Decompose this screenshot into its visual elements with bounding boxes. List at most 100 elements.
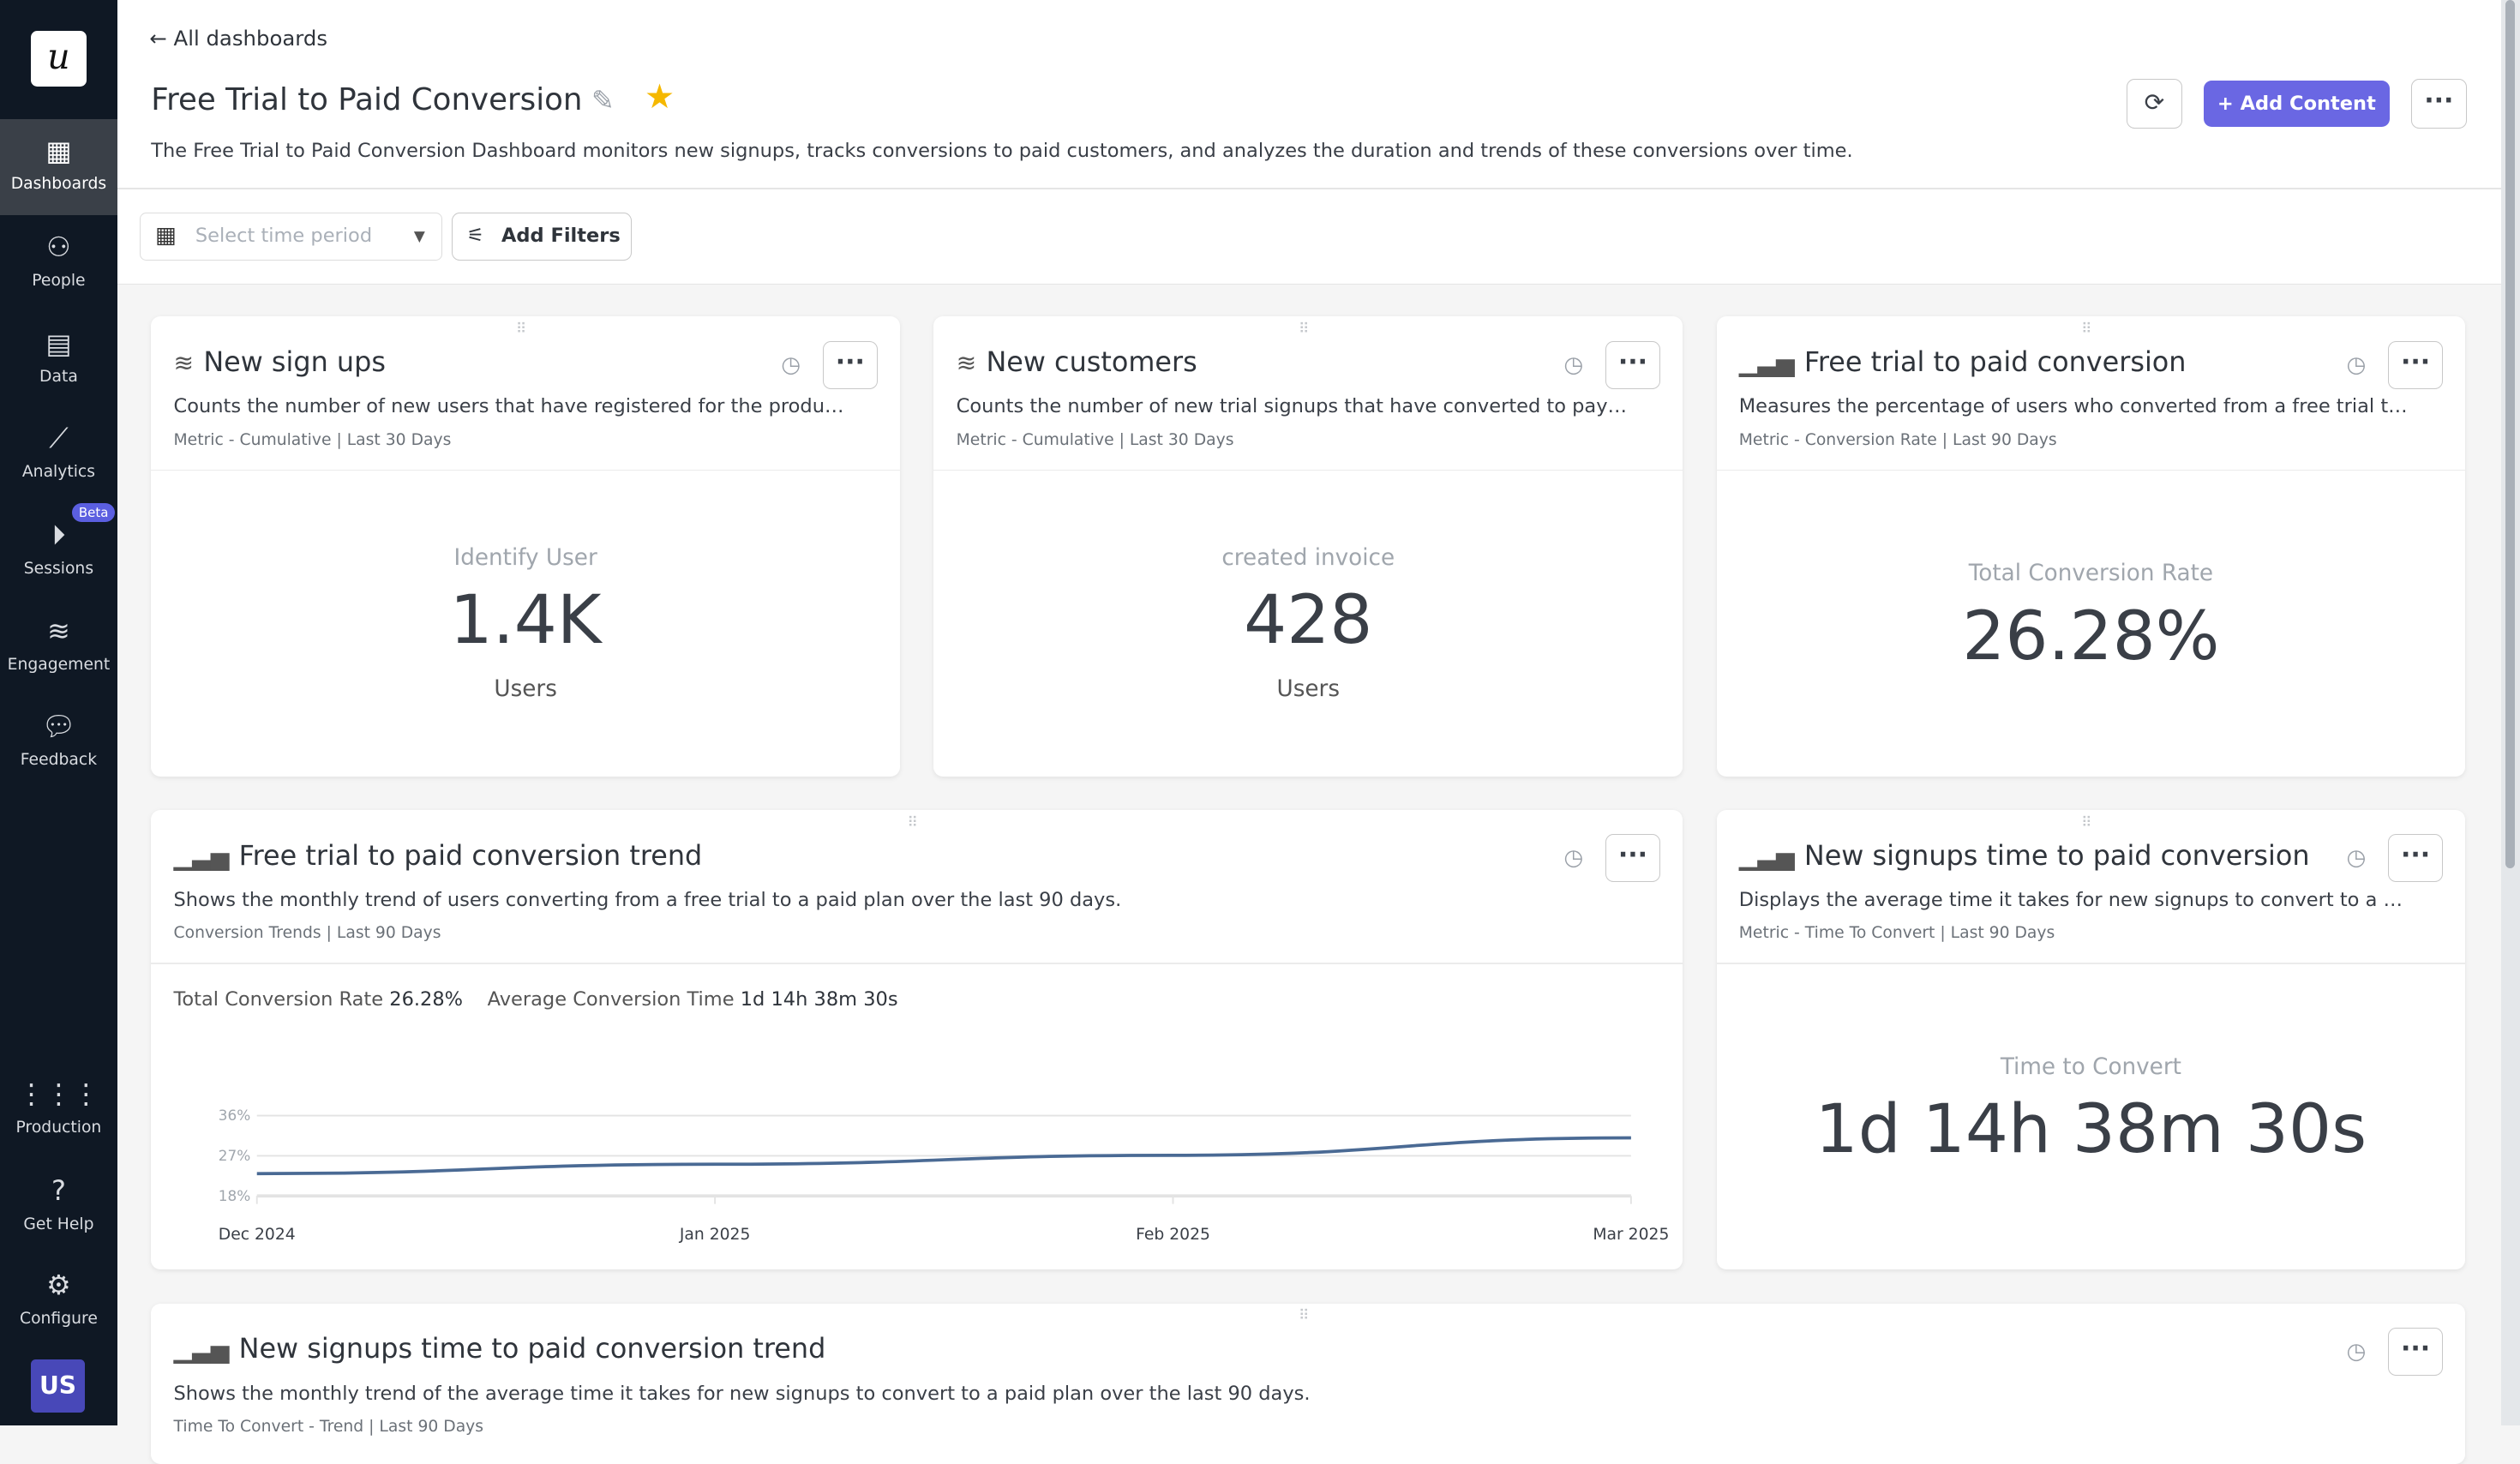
metric-unit: Users <box>933 676 1683 702</box>
sidebar-item-people[interactable]: ⚇ People <box>0 215 117 312</box>
beta-badge: Beta <box>72 503 115 522</box>
grid-icon: ⋮⋮⋮ <box>0 1077 117 1112</box>
card-more-button[interactable]: ··· <box>1605 341 1660 389</box>
card-new-sign-ups: ⠿ ≋New sign ups ◷ ··· Counts the number … <box>151 316 900 776</box>
bar-chart-icon: ▁▃▅ <box>1739 349 1795 377</box>
divider <box>1717 963 2466 964</box>
card-time-to-convert: ⠿ ▁▃▅New signups time to paid conversion… <box>1717 810 2466 1269</box>
dashboard-icon: ▦ <box>0 134 117 169</box>
card-title: New sign ups <box>203 345 386 378</box>
drag-handle-icon[interactable]: ⠿ <box>2081 813 2090 831</box>
nav-label: Production <box>0 1119 117 1137</box>
nav-label: Analytics <box>0 463 117 481</box>
time-period-select[interactable]: ▦ Select time period ▼ <box>140 213 442 261</box>
nav-label: Configure <box>0 1310 117 1328</box>
chat-icon: 💬︎ <box>0 709 117 744</box>
add-filters-button[interactable]: ⚟ Add Filters <box>452 213 632 261</box>
page-description: The Free Trial to Paid Conversion Dashbo… <box>151 140 1852 162</box>
avatar[interactable]: US <box>31 1359 86 1413</box>
clock-icon[interactable]: ◷ <box>1563 352 1583 378</box>
x-tick-label: Dec 2024 <box>219 1226 296 1244</box>
summary-time-label: Average Conversion Time <box>488 988 735 1011</box>
clock-icon[interactable]: ◷ <box>2347 352 2367 378</box>
sidebar-item-get-help[interactable]: ?Get Help <box>0 1159 117 1256</box>
sidebar-item-production[interactable]: ⋮⋮⋮ Production <box>0 1062 117 1159</box>
nav-label: Engagement <box>0 656 117 674</box>
star-icon[interactable]: ★ <box>645 77 675 117</box>
card-new-customers: ⠿ ≋New customers ◷ ··· Counts the number… <box>933 316 1683 776</box>
card-more-button[interactable]: ··· <box>2388 341 2443 389</box>
nav-label: Feedback <box>0 751 117 769</box>
play-icon: ⏵ <box>0 518 117 553</box>
logo[interactable]: u <box>31 31 87 87</box>
card-more-button[interactable]: ··· <box>2388 1328 2443 1376</box>
card-meta: Metric - Conversion Rate | Last 90 Days <box>1739 431 2057 449</box>
nav-label: People <box>0 272 117 290</box>
card-conversion-trend: ⠿ ▁▃▅Free trial to paid conversion trend… <box>151 810 1683 1269</box>
clock-icon[interactable]: ◷ <box>2347 845 2367 871</box>
sidebar-item-configure[interactable]: ⚙Configure <box>0 1254 117 1351</box>
card-time-to-convert-trend: ⠿ ▁▃▅New signups time to paid conversion… <box>151 1304 2465 1464</box>
arrow-left-icon: ← <box>149 26 173 51</box>
card-more-button[interactable]: ··· <box>823 341 878 389</box>
bar-chart-icon: ▁▃▅ <box>174 843 230 871</box>
sidebar-item-engagement[interactable]: ≋Engagement <box>0 599 117 696</box>
pencil-icon[interactable]: ✎ <box>591 84 615 117</box>
sidebar-item-analytics[interactable]: ⟋ Analytics <box>0 406 117 503</box>
back-link[interactable]: ← All dashboards <box>149 26 327 51</box>
x-tick-label: Jan 2025 <box>679 1226 751 1244</box>
add-content-label: Add Content <box>2241 93 2376 115</box>
calendar-icon: ▦ <box>155 213 177 259</box>
sidebar-item-feedback[interactable]: 💬︎ Feedback <box>0 694 117 791</box>
divider <box>117 188 2501 189</box>
refresh-button[interactable]: ⟳ <box>2127 79 2183 129</box>
people-icon: ⚇ <box>0 230 117 265</box>
card-description: Counts the number of new users that have… <box>174 395 849 417</box>
scrollbar-thumb[interactable] <box>2505 0 2515 868</box>
drag-handle-icon[interactable]: ⠿ <box>907 813 915 831</box>
drag-handle-icon[interactable]: ⠿ <box>1299 1306 1307 1323</box>
sidebar: u ▦ Dashboards ⚇ People ▤Data ⟋ Analytics ⏵… <box>0 0 117 1425</box>
metric-value: 1d 14h 38m 30s <box>1717 1089 2466 1168</box>
nav-label: Dashboards <box>0 175 117 193</box>
drag-handle-icon[interactable]: ⠿ <box>2081 320 2090 337</box>
card-more-button[interactable]: ··· <box>1605 834 1660 882</box>
add-filters-label: Add Filters <box>501 225 621 247</box>
card-description: Shows the monthly trend of users convert… <box>174 889 1122 911</box>
divider <box>151 470 900 471</box>
clock-icon[interactable]: ◷ <box>2347 1339 2367 1365</box>
card-description: Shows the monthly trend of the average t… <box>174 1383 1311 1405</box>
refresh-icon: ⟳ <box>2145 88 2165 117</box>
card-title: New signups time to paid conversion tren… <box>239 1332 826 1365</box>
drag-handle-icon[interactable]: ⠿ <box>1299 320 1307 337</box>
sidebar-item-dashboards[interactable]: ▦ Dashboards <box>0 119 117 216</box>
time-placeholder: Select time period <box>195 225 372 247</box>
analytics-icon: ⟋ <box>0 421 117 456</box>
card-meta: Metric - Time To Convert | Last 90 Days <box>1739 924 2055 942</box>
card-meta: Metric - Cumulative | Last 30 Days <box>174 431 452 449</box>
clock-icon[interactable]: ◷ <box>1563 845 1583 871</box>
bar-chart-icon: ▁▃▅ <box>1739 843 1795 871</box>
card-meta: Time To Convert - Trend | Last 90 Days <box>174 1418 484 1436</box>
clock-icon[interactable]: ◷ <box>781 352 801 378</box>
drag-handle-icon[interactable]: ⠿ <box>516 320 525 337</box>
filter-icon: ⚟ <box>467 213 484 259</box>
header: ← All dashboards Free Trial to Paid Conv… <box>117 0 2501 285</box>
more-button[interactable]: ··· <box>2411 79 2468 129</box>
chart-summary: Total Conversion Rate 26.28% Average Con… <box>174 988 898 1011</box>
chevron-down-icon: ▼ <box>414 213 425 259</box>
card-title: Free trial to paid conversion <box>1804 345 2187 378</box>
card-more-button[interactable]: ··· <box>2388 834 2443 882</box>
summary-rate: 26.28% <box>389 988 463 1011</box>
y-tick-label: 18% <box>219 1187 250 1204</box>
y-tick-label: 27% <box>219 1147 250 1164</box>
add-content-button[interactable]: + Add Content <box>2204 81 2391 127</box>
sidebar-item-data[interactable]: ▤Data <box>0 312 117 409</box>
metric-label: created invoice <box>933 545 1683 571</box>
x-tick-label: Feb 2025 <box>1136 1226 1210 1244</box>
back-label: All dashboards <box>174 26 328 51</box>
y-tick-label: 36% <box>219 1107 250 1124</box>
nav-label: Get Help <box>0 1215 117 1233</box>
